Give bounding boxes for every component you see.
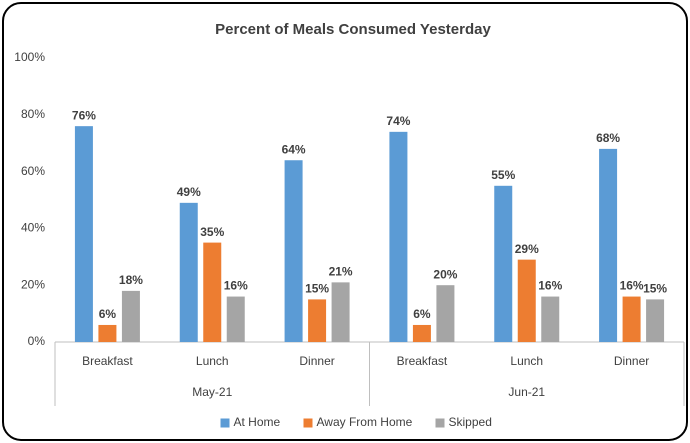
value-label: 49% bbox=[177, 185, 201, 199]
y-tick-label: 40% bbox=[21, 221, 45, 235]
bar bbox=[121, 290, 140, 342]
bar bbox=[284, 160, 303, 342]
chart-title: Percent of Meals Consumed Yesterday bbox=[215, 21, 491, 38]
y-tick-label: 80% bbox=[21, 107, 45, 121]
bar bbox=[646, 299, 665, 342]
value-label: 6% bbox=[413, 307, 431, 321]
bar bbox=[74, 126, 93, 342]
value-label: 68% bbox=[596, 131, 620, 145]
bar bbox=[541, 296, 560, 342]
legend-label: At Home bbox=[234, 415, 281, 429]
legend-swatch bbox=[435, 418, 445, 428]
value-label: 21% bbox=[329, 265, 353, 279]
bar bbox=[308, 299, 327, 342]
legend-label: Skipped bbox=[449, 415, 492, 429]
bar bbox=[203, 242, 222, 342]
value-label: 55% bbox=[491, 168, 515, 182]
value-label: 16% bbox=[224, 279, 248, 293]
value-label: 18% bbox=[119, 273, 143, 287]
value-label: 74% bbox=[386, 114, 410, 128]
bar bbox=[226, 296, 245, 342]
legend-swatch bbox=[303, 418, 313, 428]
bar bbox=[436, 285, 455, 342]
value-label: 35% bbox=[200, 225, 224, 239]
bar bbox=[412, 324, 431, 342]
group-label: Jun-21 bbox=[508, 385, 545, 399]
value-label: 29% bbox=[515, 242, 539, 256]
bar bbox=[98, 324, 117, 342]
x-tick-label: Dinner bbox=[614, 354, 649, 368]
value-label: 16% bbox=[620, 279, 644, 293]
bar bbox=[179, 202, 198, 342]
legend-swatch bbox=[220, 418, 230, 428]
value-label: 20% bbox=[433, 267, 457, 281]
legend-label: Away From Home bbox=[317, 415, 413, 429]
bar bbox=[599, 148, 618, 342]
x-tick-label: Lunch bbox=[510, 354, 543, 368]
y-tick-label: 20% bbox=[21, 277, 45, 291]
value-label: 16% bbox=[538, 279, 562, 293]
x-tick-label: Dinner bbox=[299, 354, 334, 368]
value-label: 6% bbox=[99, 307, 117, 321]
bar bbox=[494, 185, 513, 342]
y-tick-label: 100% bbox=[14, 50, 45, 64]
x-tick-label: Lunch bbox=[196, 354, 229, 368]
group-label: May-21 bbox=[192, 385, 232, 399]
x-tick-label: Breakfast bbox=[82, 354, 133, 368]
y-tick-label: 0% bbox=[28, 334, 46, 348]
value-label: 15% bbox=[643, 282, 667, 296]
bar bbox=[517, 259, 536, 342]
value-label: 15% bbox=[305, 282, 329, 296]
value-label: 76% bbox=[72, 108, 96, 122]
bar bbox=[331, 282, 350, 342]
x-tick-label: Breakfast bbox=[397, 354, 448, 368]
value-label: 64% bbox=[282, 142, 306, 156]
bar bbox=[622, 296, 641, 342]
bar bbox=[389, 131, 408, 342]
y-tick-label: 60% bbox=[21, 164, 45, 178]
